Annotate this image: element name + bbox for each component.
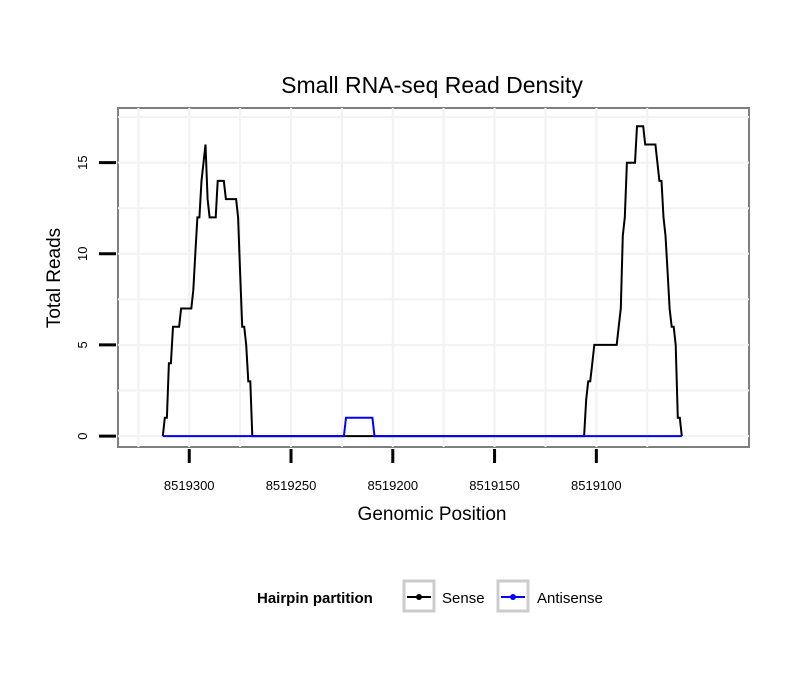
legend-swatch-dot-antisense: [510, 594, 516, 600]
series-line-antisense: [162, 416, 682, 438]
series-layer: [161, 125, 683, 438]
y-axis-title: Total Reads: [44, 228, 65, 328]
legend: Hairpin partition Sense Antisense: [257, 579, 603, 613]
legend-item-antisense: Antisense: [496, 579, 603, 613]
y-tick-label: 0: [75, 432, 90, 439]
y-tick-label: 5: [75, 341, 90, 348]
x-axis-ticks: 8519300 8519250 8519200 8519150 8519100: [164, 449, 622, 493]
y-axis-ticks: 0 5 10 15: [75, 155, 116, 440]
y-tick-label: 15: [75, 155, 90, 169]
plot-panel: [117, 107, 750, 448]
x-tick-label: 8519200: [367, 478, 418, 493]
legend-title: Hairpin partition: [257, 590, 373, 607]
x-axis-title: Genomic Position: [358, 504, 507, 525]
x-tick-label: 8519250: [266, 478, 317, 493]
legend-label-antisense: Antisense: [537, 590, 603, 607]
legend-label-sense: Sense: [442, 590, 485, 607]
x-tick-label: 8519100: [571, 478, 622, 493]
x-tick-label: 8519300: [164, 478, 215, 493]
chart-title: Small RNA-seq Read Density: [281, 72, 583, 98]
x-tick-label: 8519150: [469, 478, 520, 493]
legend-item-sense: Sense: [402, 579, 485, 613]
y-tick-label: 10: [75, 247, 90, 261]
legend-swatch-dot-sense: [416, 594, 422, 600]
